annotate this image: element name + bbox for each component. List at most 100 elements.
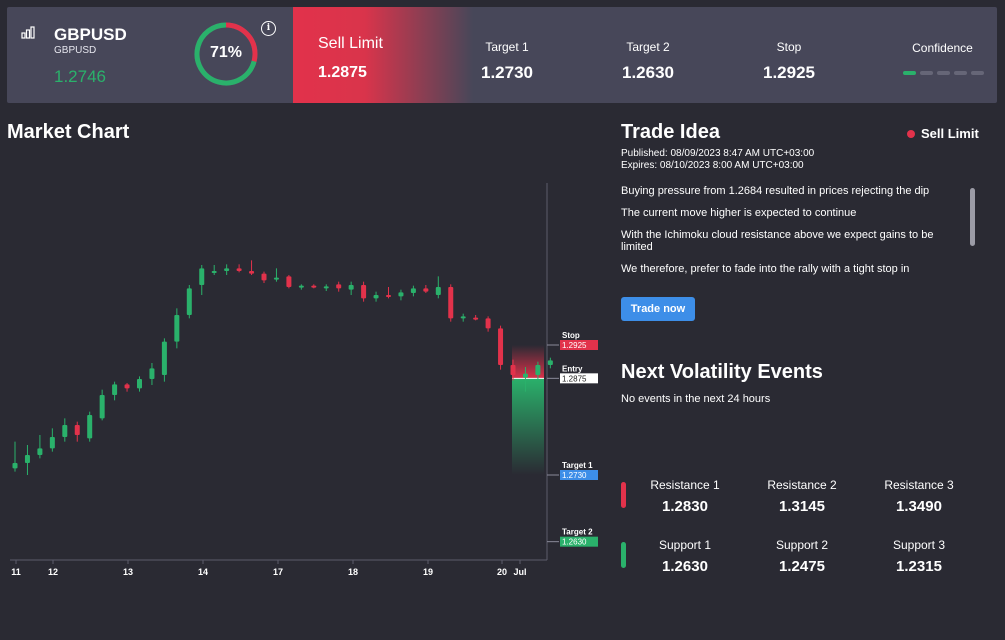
confidence-gauge: [194, 22, 258, 86]
info-icon[interactable]: i: [261, 21, 276, 36]
stat-label: Target 2: [626, 40, 670, 54]
level-tag-name: Entry: [562, 364, 583, 373]
level-tag-box: [560, 536, 598, 547]
candle-body: [149, 368, 155, 379]
candle-body: [323, 286, 329, 289]
level-value: 1.2315: [896, 558, 942, 575]
candle-body: [112, 384, 118, 395]
candle-body: [249, 271, 255, 274]
resistance-indicator: [621, 482, 626, 508]
x-tick-label: 19: [423, 567, 433, 577]
candle-body: [522, 373, 528, 378]
candle-body: [74, 425, 80, 435]
gauge-percent: 71%: [209, 44, 243, 61]
support-2: Support 2 1.2475: [747, 538, 857, 575]
x-tick-label: Jul: [513, 567, 526, 577]
level-tag-value: 1.2925: [562, 341, 587, 350]
published-date: Published: 08/09/2023 8:47 AM UTC+03:00: [621, 148, 814, 159]
candle-body: [311, 285, 317, 288]
idea-line: Buying pressure from 1.2684 resulted in …: [621, 185, 930, 197]
level-tag-value: 1.2875: [562, 374, 587, 383]
sell-dot-icon: [907, 129, 915, 138]
trade-idea-title: Trade Idea: [621, 121, 720, 143]
candle-body: [236, 268, 242, 271]
level-value: 1.3145: [779, 498, 825, 515]
trade-idea-badge: Sell Limit: [907, 126, 979, 141]
level-tag-box: [560, 340, 598, 350]
candle-body: [124, 384, 130, 389]
target-2-stat: Target 2 1.2630: [603, 40, 693, 83]
confidence-meter: [903, 71, 984, 75]
stat-value: 1.2630: [622, 63, 674, 82]
candle-body: [547, 360, 553, 365]
candle-body: [273, 277, 279, 280]
candle-body: [498, 328, 504, 365]
stat-value: 1.2925: [763, 63, 815, 82]
candle-body: [510, 365, 516, 375]
level-value: 1.3490: [896, 498, 942, 515]
candle-body: [435, 287, 441, 295]
candle-body: [535, 365, 541, 375]
x-tick-label: 14: [198, 567, 208, 577]
candle-body: [485, 318, 491, 329]
x-tick-label: 18: [348, 567, 358, 577]
x-tick-label: 12: [48, 567, 58, 577]
confidence-segment: [937, 71, 950, 75]
resistance-2: Resistance 2 1.3145: [747, 478, 857, 515]
candle-body: [87, 415, 93, 439]
candle-body: [460, 316, 466, 319]
candle-body: [423, 288, 429, 292]
candle-body: [49, 437, 55, 449]
current-price: 1.2746: [54, 67, 106, 86]
published-label: Published:: [621, 148, 668, 159]
x-tick-label: 11: [11, 567, 21, 577]
level-label: Resistance 1: [650, 478, 720, 492]
level-tag-value: 1.2630: [562, 538, 587, 547]
order-type-label: Sell Limit: [318, 35, 383, 52]
candle-body: [298, 285, 304, 288]
order-price: 1.2875: [318, 64, 367, 81]
level-label: Support 1: [658, 538, 712, 552]
order-type-block: Sell Limit 1.2875: [293, 7, 473, 103]
level-tag-box: [560, 470, 598, 480]
published-value: 08/09/2023 8:47 AM UTC+03:00: [670, 148, 815, 159]
level-value: 1.2830: [662, 498, 708, 515]
expires-date: Expires: 08/10/2023 8:00 AM UTC+03:00: [621, 160, 804, 171]
candle-body: [174, 315, 180, 342]
candle-body: [211, 271, 217, 273]
candle-body: [261, 273, 267, 281]
idea-line: The current move higher is expected to c…: [621, 207, 857, 219]
candle-body: [224, 268, 230, 271]
candle-body: [473, 317, 479, 320]
x-tick-label: 17: [273, 567, 283, 577]
confidence-segment: [971, 71, 984, 75]
level-tag-name: Target 1: [562, 461, 593, 470]
symbol-name: GBPUSD: [54, 25, 127, 44]
candle-body: [348, 285, 354, 290]
level-value: 1.2630: [662, 558, 708, 575]
symbol-subtitle: GBPUSD: [54, 45, 97, 56]
target-1-stat: Target 1 1.2730: [462, 40, 552, 83]
level-tag-name: Stop: [562, 331, 580, 340]
candle-body: [286, 276, 292, 287]
bar-chart-icon[interactable]: [21, 26, 35, 39]
x-tick-label: 13: [123, 567, 133, 577]
level-tag-value: 1.2730: [562, 471, 587, 480]
x-tick-label: 20: [497, 567, 507, 577]
candle-body: [410, 288, 416, 293]
idea-line: With the Ichimoku cloud resistance above…: [621, 229, 934, 253]
badge-label: Sell Limit: [921, 126, 979, 141]
expires-label: Expires:: [621, 160, 658, 171]
level-label: Support 3: [892, 538, 946, 552]
confidence-label: Confidence: [912, 41, 973, 55]
candle-body: [199, 268, 205, 285]
trade-now-button[interactable]: Trade now: [621, 297, 695, 321]
idea-scrollbar[interactable]: [970, 188, 975, 246]
resistance-3: Resistance 3 1.3490: [864, 478, 974, 515]
support-1: Support 1 1.2630: [630, 538, 740, 575]
candle-body: [386, 295, 391, 297]
candle-body: [161, 341, 167, 375]
confidence-segment: [903, 71, 916, 75]
level-label: Resistance 3: [884, 478, 954, 492]
